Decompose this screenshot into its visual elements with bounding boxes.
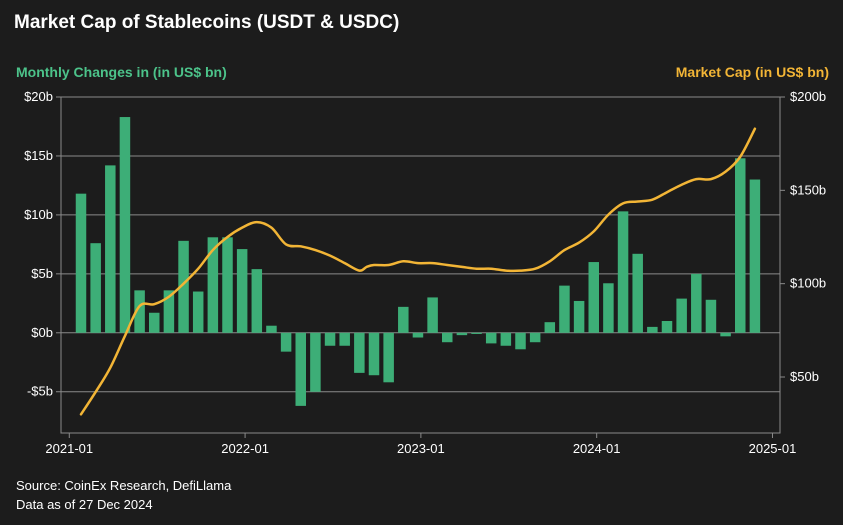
bar	[105, 165, 116, 333]
right-tick-label: $50b	[790, 369, 819, 384]
left-tick-label: -$5b	[27, 384, 53, 399]
bar	[134, 290, 145, 333]
bar	[398, 306, 409, 333]
x-axis-ticks: 2021-01 2022-01 2023-01 2024-01 2025-01	[45, 433, 796, 456]
bar	[354, 332, 365, 373]
bar	[676, 298, 687, 333]
bar	[412, 332, 424, 338]
left-axis-label: Monthly Changes in (in US$ bn)	[16, 64, 227, 80]
bar	[251, 269, 263, 333]
bar	[588, 262, 599, 333]
footer: Source: CoinEx Research, DefiLlama Data …	[16, 476, 231, 514]
bar	[515, 332, 526, 350]
x-tick-label: 2021-01	[45, 441, 93, 456]
bar	[207, 237, 219, 333]
gridlines	[61, 155, 780, 393]
source-note: Source: CoinEx Research, DefiLlama	[16, 478, 232, 493]
bar	[149, 312, 160, 333]
market-cap-line	[79, 127, 757, 416]
left-tick-label: $5b	[31, 266, 53, 281]
bar	[163, 290, 175, 333]
bar	[368, 332, 380, 376]
bar	[485, 332, 497, 344]
x-tick-label: 2022-01	[221, 441, 269, 456]
x-tick-label: 2024-01	[573, 441, 621, 456]
bar	[383, 332, 394, 383]
right-axis-ticks: $50b $100b $150b $200b	[780, 89, 826, 384]
right-tick-label: $150b	[790, 182, 826, 197]
bar	[442, 332, 453, 343]
bar	[324, 332, 336, 346]
bar	[178, 240, 189, 333]
bar	[647, 326, 658, 333]
bar	[75, 193, 87, 333]
left-tick-label: $10b	[24, 207, 53, 222]
bar	[295, 332, 306, 406]
bar	[119, 117, 131, 333]
bar-series	[75, 117, 761, 406]
bar	[632, 253, 643, 333]
bar	[617, 211, 629, 333]
bar	[280, 332, 292, 352]
left-tick-label: $0b	[31, 325, 53, 340]
bar	[573, 300, 585, 333]
line-series	[79, 127, 757, 416]
left-tick-label: $15b	[24, 148, 53, 163]
bar	[661, 321, 673, 333]
bar	[339, 332, 350, 346]
x-tick-label: 2023-01	[397, 441, 445, 456]
bar	[603, 283, 614, 333]
bar	[559, 285, 570, 333]
right-tick-label: $200b	[790, 89, 826, 104]
bar	[749, 179, 761, 333]
bar	[266, 325, 277, 333]
bar	[192, 291, 204, 333]
date-note: Data as of 27 Dec 2024	[16, 497, 153, 512]
bar	[544, 322, 556, 333]
bar	[222, 237, 233, 333]
chart-title: Market Cap of Stablecoins (USDT & USDC)	[14, 12, 400, 33]
plot-frame	[60, 96, 781, 434]
right-axis-label: Market Cap (in US$ bn)	[675, 64, 829, 80]
left-axis-ticks: -$5b $0b $5b $10b $15b $20b	[24, 89, 61, 399]
left-tick-label: $20b	[24, 89, 53, 104]
bar	[471, 332, 482, 334]
bar	[500, 332, 512, 346]
bar	[310, 332, 321, 392]
bar	[720, 332, 731, 337]
bar	[236, 249, 248, 333]
bar	[529, 332, 541, 343]
right-tick-label: $100b	[790, 276, 826, 291]
bar	[456, 332, 468, 336]
bar	[735, 158, 746, 333]
bar	[427, 297, 438, 333]
bar	[691, 273, 702, 333]
bar	[90, 243, 101, 333]
x-tick-label: 2025-01	[749, 441, 797, 456]
bar	[705, 299, 717, 333]
